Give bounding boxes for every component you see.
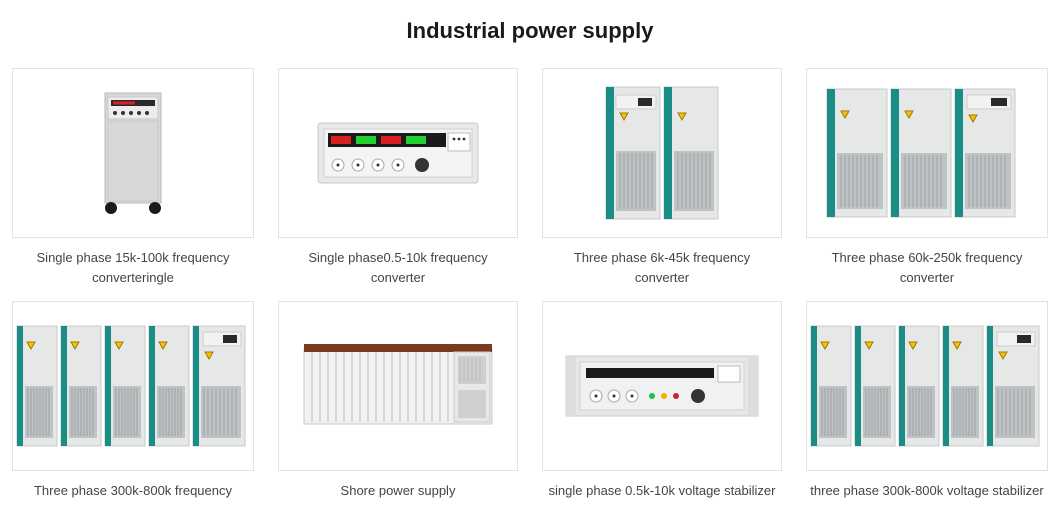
product-image [12, 68, 254, 238]
product-image [12, 301, 254, 471]
cabinet-small-gray-icon [53, 73, 213, 233]
page-title: Industrial power supply [0, 0, 1060, 68]
rack-unit-icon [552, 326, 772, 446]
product-card[interactable]: Single phase0.5-10k frequency converter [278, 68, 518, 287]
product-caption: Three phase 300k-800k frequency [30, 481, 236, 501]
product-caption: single phase 0.5k-10k voltage stabilizer [545, 481, 780, 501]
product-image [806, 301, 1048, 471]
product-card[interactable]: Single phase 15k-100k frequency converte… [12, 68, 254, 287]
product-card[interactable]: Three phase 300k-800k frequency [12, 301, 254, 501]
product-caption: Three phase 6k-45k frequency converter [542, 248, 782, 287]
product-card[interactable]: Shore power supply [278, 301, 518, 501]
product-image [278, 68, 518, 238]
cabinet-triple-teal-icon [817, 73, 1037, 233]
product-card[interactable]: Three phase 60k-250k frequency converter [806, 68, 1048, 287]
product-caption: Single phase0.5-10k frequency converter [278, 248, 518, 287]
product-card[interactable]: single phase 0.5k-10k voltage stabilizer [542, 301, 782, 501]
product-card[interactable]: Three phase 6k-45k frequency converter [542, 68, 782, 287]
product-card[interactable]: three phase 300k-800k voltage stabilizer [806, 301, 1048, 501]
cabinet-array-teal-icon [13, 311, 253, 461]
product-caption: three phase 300k-800k voltage stabilizer [806, 481, 1047, 501]
container-unit-icon [288, 316, 508, 456]
product-image [542, 301, 782, 471]
cabinet-twin-teal-icon [572, 73, 752, 233]
product-caption: Shore power supply [337, 481, 460, 501]
product-image [542, 68, 782, 238]
product-caption: Three phase 60k-250k frequency converter [806, 248, 1048, 287]
product-image [278, 301, 518, 471]
cabinet-array-teal-icon [807, 311, 1047, 461]
product-grid: Single phase 15k-100k frequency converte… [0, 68, 1060, 509]
bench-unit-icon [298, 93, 498, 213]
product-image [806, 68, 1048, 238]
product-caption: Single phase 15k-100k frequency converte… [12, 248, 254, 287]
